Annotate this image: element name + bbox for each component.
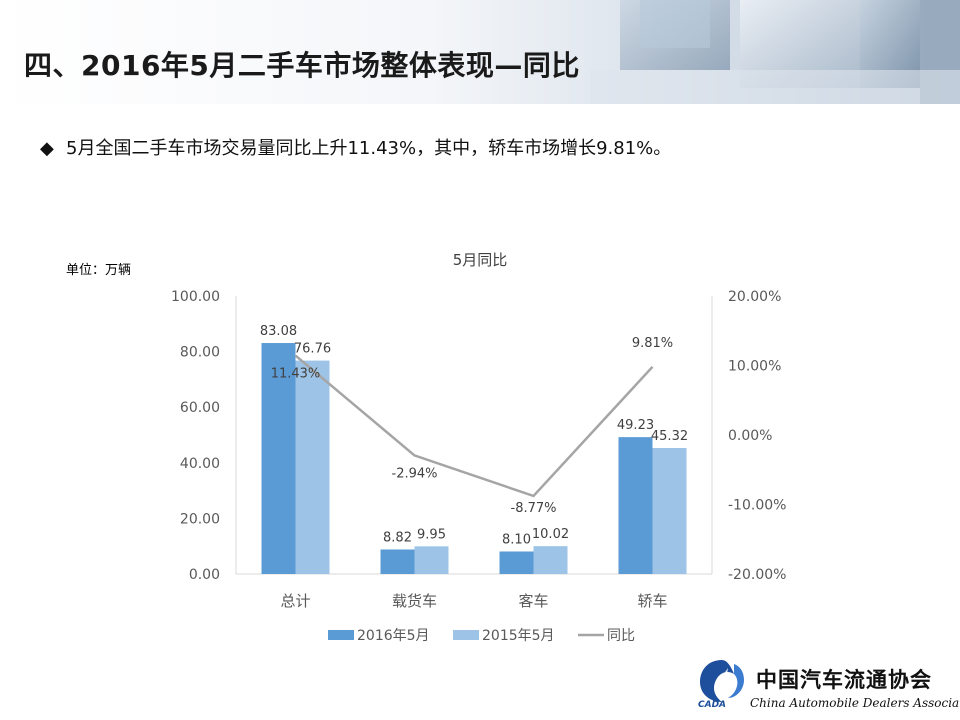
bar-data-label: 49.23 [617,418,654,433]
bar-series-1 [618,437,653,574]
line-data-label: -2.94% [392,466,438,481]
left-axis-tick-label: 80.00 [180,345,220,361]
bar-series-2 [533,546,568,574]
bar-series-2 [295,360,330,574]
right-axis-tick-label: 10.00% [728,359,781,375]
bar-series-1 [499,551,534,574]
line-data-label: 11.43% [271,367,321,382]
bar-data-label: 45.32 [651,429,688,444]
right-axis-tick-label: 0.00% [728,428,772,444]
bar-series-2 [652,448,687,574]
bar-data-label: 76.76 [294,342,331,357]
left-axis-tick-label: 60.00 [180,400,220,416]
bar-series-1 [261,343,296,574]
logo-name-chinese: 中国汽车流通协会 [756,667,932,692]
bar-series-2 [414,546,449,574]
bar-data-label: 9.95 [417,527,446,542]
unit-label: 单位：万辆 [66,263,131,278]
category-label: 总计 [280,592,310,610]
slide-title: 四、2016年5月二手车市场整体表现—同比 [24,49,580,82]
header-decoration-image [590,0,960,104]
line-data-label: -8.77% [511,501,557,516]
logo-name-english: China Automobile Dealers Association [750,696,960,710]
cada-emblem-icon [700,660,744,702]
category-label: 轿车 [637,592,667,610]
line-series-yoy [294,354,654,498]
category-label: 客车 [518,592,548,610]
header-band: 四、2016年5月二手车市场整体表现—同比 [0,0,960,104]
legend-swatch-bar [453,630,479,640]
legend-swatch-bar [328,630,354,640]
left-axis-tick-label: 0.00 [189,567,220,583]
cada-logo: CADA 中国汽车流通协会 China Automobile Dealers A… [694,654,960,718]
line-data-label: 9.81% [632,336,673,351]
left-axis-tick-label: 20.00 [180,511,220,527]
right-axis-tick-label: -10.00% [728,498,786,514]
right-axis-tick-label: 20.00% [728,289,781,305]
legend-label: 2015年5月 [482,628,555,644]
bullet-text: 5月全国二手车市场交易量同比上升11.43%，其中，轿车市场增长9.81%。 [66,138,672,159]
category-label: 载货车 [392,592,437,610]
right-axis-tick-label: -20.00% [728,567,786,583]
bar-data-label: 83.08 [260,324,297,339]
bar-data-label: 10.02 [532,527,569,542]
bar-series-1 [380,549,415,574]
logo-abbreviation: CADA [698,700,727,710]
diamond-bullet-icon: ◆ [40,138,54,159]
bullet-point: ◆ 5月全国二手车市场交易量同比上升11.43%，其中，轿车市场增长9.81%。 [40,134,671,160]
bar-data-label: 8.10 [502,532,531,547]
left-axis-tick-label: 100.00 [171,289,220,305]
left-axis-tick-label: 40.00 [180,456,220,472]
chart-title: 5月同比 [453,251,508,269]
legend-label: 同比 [607,628,635,644]
bar-data-label: 8.82 [383,530,412,545]
legend-label: 2016年5月 [357,628,430,644]
